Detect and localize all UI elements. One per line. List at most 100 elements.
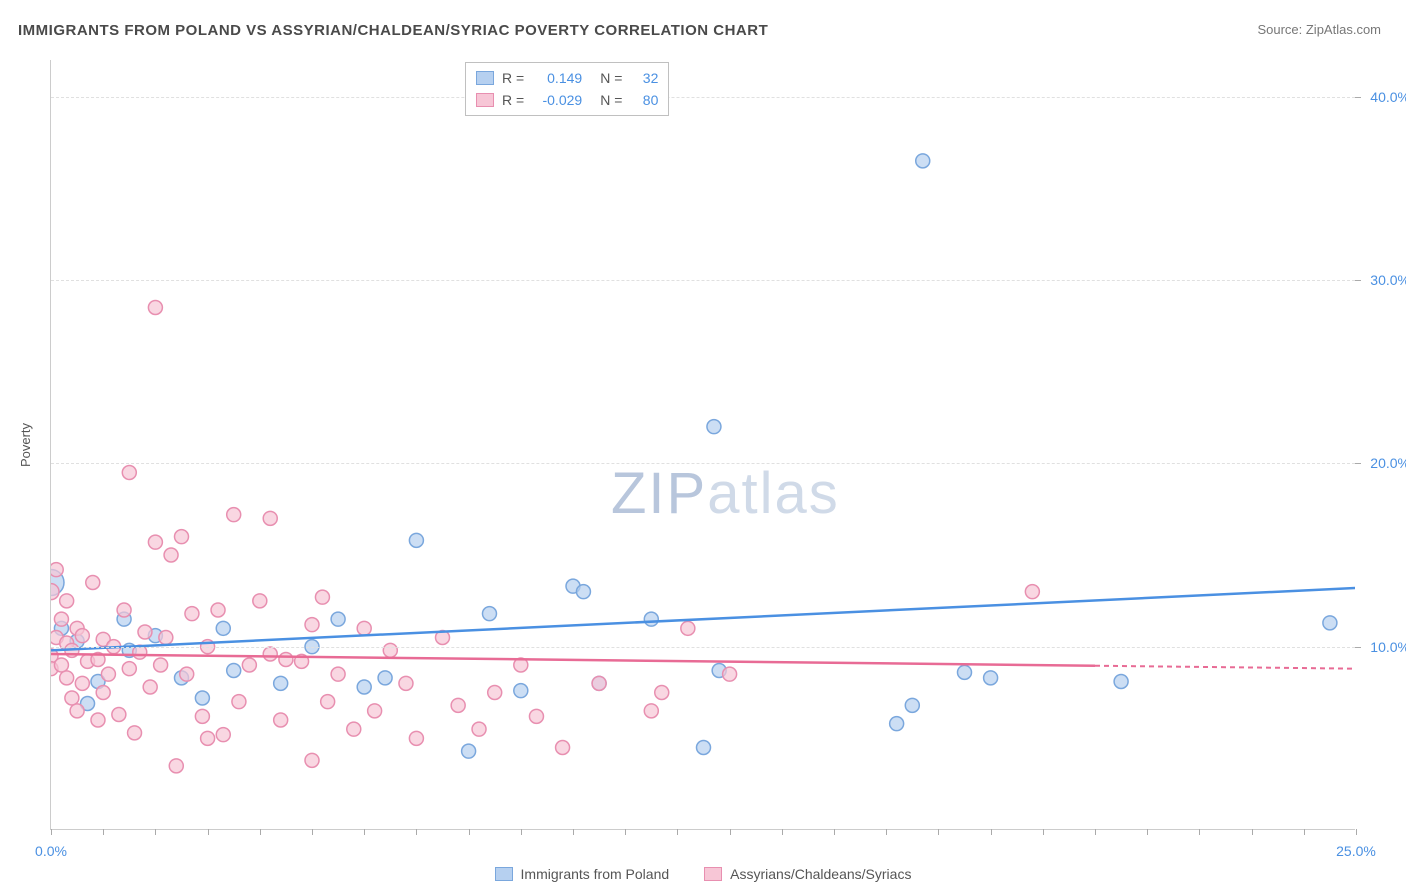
scatter-point [357, 680, 371, 694]
scatter-point [201, 731, 215, 745]
trend-line [51, 588, 1355, 650]
scatter-point [175, 530, 189, 544]
y-tick-mark [1355, 280, 1361, 281]
scatter-point [890, 717, 904, 731]
gridline [51, 647, 1355, 648]
scatter-point [1114, 675, 1128, 689]
chart-container: IMMIGRANTS FROM POLAND VS ASSYRIAN/CHALD… [0, 0, 1406, 892]
scatter-point [195, 709, 209, 723]
series-legend: Immigrants from Poland Assyrians/Chaldean… [0, 866, 1406, 882]
x-tick-mark [155, 829, 156, 835]
scatter-point [305, 753, 319, 767]
scatter-point [60, 594, 74, 608]
x-tick-mark [1356, 829, 1357, 835]
scatter-point [51, 563, 63, 577]
scatter-point [164, 548, 178, 562]
scatter-point [462, 744, 476, 758]
plot-area: ZIPatlas 10.0%20.0%30.0%40.0%0.0%25.0% [50, 60, 1355, 830]
r-label: R = [502, 92, 524, 108]
x-tick-mark [573, 829, 574, 835]
scatter-point [472, 722, 486, 736]
scatter-point [122, 466, 136, 480]
scatter-point [75, 676, 89, 690]
scatter-point [556, 741, 570, 755]
scatter-point [331, 667, 345, 681]
legend-swatch [476, 93, 494, 107]
scatter-point [655, 686, 669, 700]
n-label: N = [600, 70, 622, 86]
y-tick-mark [1355, 463, 1361, 464]
scatter-point [916, 154, 930, 168]
legend-label: Assyrians/Chaldeans/Syriacs [730, 866, 911, 882]
scatter-point [274, 713, 288, 727]
scatter-point [451, 698, 465, 712]
scatter-point [347, 722, 361, 736]
scatter-point [91, 713, 105, 727]
n-label: N = [600, 92, 622, 108]
x-tick-mark [364, 829, 365, 835]
scatter-point [1025, 585, 1039, 599]
scatter-point [644, 704, 658, 718]
scatter-point [697, 741, 711, 755]
scatter-point [305, 618, 319, 632]
scatter-point [216, 728, 230, 742]
trend-line-dashed [1095, 666, 1355, 669]
scatter-point [54, 658, 68, 672]
source-attribution: Source: ZipAtlas.com [1257, 22, 1381, 37]
scatter-point [383, 643, 397, 657]
scatter-point [723, 667, 737, 681]
scatter-point [138, 625, 152, 639]
scatter-point [211, 603, 225, 617]
x-tick-mark [1147, 829, 1148, 835]
x-tick-mark [416, 829, 417, 835]
scatter-plot-svg [51, 60, 1355, 829]
scatter-point [409, 731, 423, 745]
x-tick-mark [312, 829, 313, 835]
legend-swatch [704, 867, 722, 881]
y-tick-mark [1355, 647, 1361, 648]
x-tick-mark [469, 829, 470, 835]
scatter-point [279, 653, 293, 667]
y-tick-label: 40.0% [1360, 89, 1406, 105]
x-tick-mark [1252, 829, 1253, 835]
scatter-point [274, 676, 288, 690]
scatter-point [195, 691, 209, 705]
scatter-point [984, 671, 998, 685]
n-value: 80 [630, 92, 658, 108]
x-tick-mark [1304, 829, 1305, 835]
x-tick-mark [1095, 829, 1096, 835]
r-value: -0.029 [532, 92, 582, 108]
scatter-point [576, 585, 590, 599]
scatter-point [148, 535, 162, 549]
x-tick-mark [834, 829, 835, 835]
stats-row: R = -0.029 N = 80 [476, 89, 658, 111]
x-tick-mark [260, 829, 261, 835]
scatter-point [96, 686, 110, 700]
scatter-point [482, 607, 496, 621]
scatter-point [644, 612, 658, 626]
scatter-point [357, 621, 371, 635]
scatter-point [368, 704, 382, 718]
x-tick-mark [730, 829, 731, 835]
scatter-point [159, 631, 173, 645]
x-tick-mark [991, 829, 992, 835]
n-value: 32 [630, 70, 658, 86]
scatter-point [86, 576, 100, 590]
y-tick-mark [1355, 97, 1361, 98]
x-tick-mark [677, 829, 678, 835]
scatter-point [227, 508, 241, 522]
scatter-point [409, 533, 423, 547]
x-tick-mark [208, 829, 209, 835]
gridline [51, 280, 1355, 281]
r-label: R = [502, 70, 524, 86]
scatter-point [227, 664, 241, 678]
legend-item: Assyrians/Chaldeans/Syriacs [704, 866, 911, 882]
legend-item: Immigrants from Poland [495, 866, 670, 882]
scatter-point [707, 420, 721, 434]
scatter-point [112, 708, 126, 722]
x-tick-mark [938, 829, 939, 835]
scatter-point [143, 680, 157, 694]
x-tick-mark [1199, 829, 1200, 835]
x-tick-mark [51, 829, 52, 835]
y-tick-label: 20.0% [1360, 455, 1406, 471]
